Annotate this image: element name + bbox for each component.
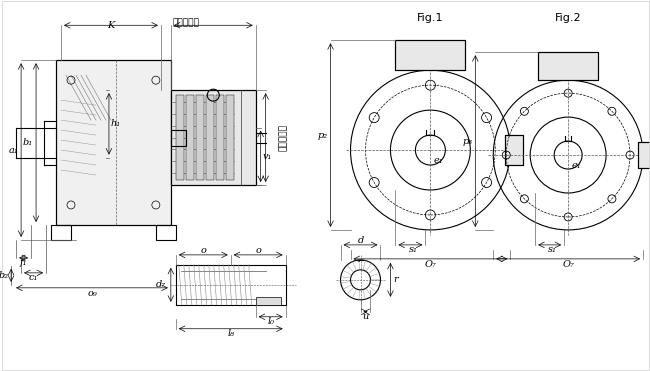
Bar — [505, 135, 523, 165]
Text: o: o — [255, 246, 261, 255]
Bar — [395, 40, 465, 70]
Text: d: d — [358, 236, 363, 245]
Text: s₁: s₁ — [409, 245, 418, 255]
Text: b₁: b₁ — [23, 138, 33, 147]
Bar — [186, 95, 194, 180]
Bar — [56, 60, 171, 225]
Bar — [638, 142, 650, 168]
Bar — [216, 95, 224, 180]
Text: Fig.2: Fig.2 — [555, 13, 582, 23]
Bar — [538, 52, 598, 80]
Text: l₈: l₈ — [227, 329, 234, 338]
Text: O₇: O₇ — [562, 260, 574, 269]
Bar — [196, 95, 204, 180]
Bar — [638, 142, 650, 168]
Text: r: r — [393, 275, 398, 284]
Bar — [51, 225, 71, 240]
Text: h₁: h₁ — [111, 119, 121, 128]
Text: o: o — [200, 246, 206, 255]
Bar — [171, 129, 186, 145]
Bar — [505, 135, 523, 165]
Text: c₁: c₁ — [29, 273, 38, 282]
Bar — [206, 95, 214, 180]
Text: o₉: o₉ — [87, 289, 97, 298]
Text: O₇: O₇ — [424, 260, 436, 269]
Text: K: K — [107, 21, 114, 30]
Text: e₁: e₁ — [571, 161, 581, 170]
Text: b₂: b₂ — [0, 271, 9, 280]
Bar — [255, 297, 281, 305]
Text: 按电机尺寸: 按电机尺寸 — [279, 124, 288, 151]
Bar — [156, 225, 176, 240]
Text: Fig.1: Fig.1 — [417, 13, 444, 23]
Bar — [176, 95, 184, 180]
Text: v₁: v₁ — [263, 152, 272, 161]
Text: p₃: p₃ — [462, 137, 473, 145]
Text: u: u — [362, 312, 369, 321]
Bar — [395, 40, 465, 70]
Text: s₁: s₁ — [548, 245, 556, 255]
Text: l₀: l₀ — [267, 317, 274, 326]
Bar — [538, 52, 598, 80]
Bar — [56, 60, 171, 225]
Bar — [171, 90, 255, 185]
Text: 按电机尺寸: 按电机尺寸 — [172, 19, 200, 28]
Bar — [226, 95, 234, 180]
Text: d₇: d₇ — [156, 280, 166, 289]
Text: p₂: p₂ — [317, 131, 328, 139]
Bar — [171, 90, 255, 185]
Text: f₁: f₁ — [20, 258, 27, 267]
Text: a₁: a₁ — [8, 145, 18, 155]
Text: e₁: e₁ — [434, 155, 443, 165]
